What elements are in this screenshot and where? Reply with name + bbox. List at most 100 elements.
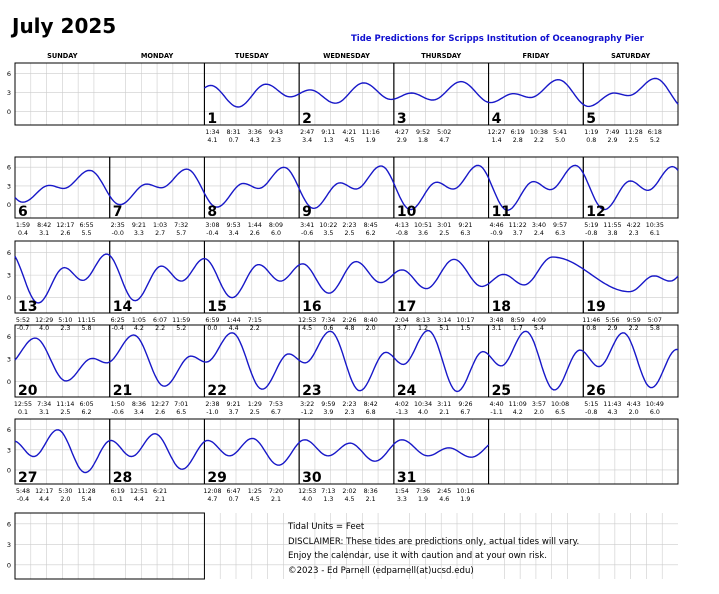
y-tick-label: 3 bbox=[7, 89, 11, 97]
tide-time-label: 12:55 bbox=[14, 401, 32, 408]
tide-height-label: 4.3 bbox=[607, 409, 617, 416]
tide-height-label: 4.1 bbox=[207, 137, 217, 144]
tide-time-label: 4:21 bbox=[342, 129, 356, 136]
tide-height-label: 6.1 bbox=[650, 230, 660, 237]
day-number: 5 bbox=[586, 111, 596, 127]
tide-height-label: -0.9 bbox=[490, 230, 502, 237]
empty-cell bbox=[488, 418, 679, 485]
tide-time-label: 9:59 bbox=[627, 317, 641, 324]
tide-time-label: 3:01 bbox=[437, 222, 451, 229]
tide-time-label: 6:59 bbox=[205, 317, 219, 324]
tide-height-label: 1.8 bbox=[418, 137, 428, 144]
tide-time-label: 12:17 bbox=[56, 222, 74, 229]
tide-height-label: 3.6 bbox=[418, 230, 428, 237]
weekday-header: TUESDAY bbox=[235, 52, 269, 60]
tide-height-label: 6.2 bbox=[82, 409, 92, 416]
tide-time-label: 11:55 bbox=[603, 222, 621, 229]
tide-height-label: 1.5 bbox=[460, 325, 470, 332]
tide-height-label: 5.1 bbox=[439, 325, 449, 332]
tide-time-label: 8:36 bbox=[132, 401, 146, 408]
y-tick-label: 6 bbox=[7, 426, 11, 434]
tide-height-label: 0.7 bbox=[229, 496, 239, 503]
tide-time-label: 11:28 bbox=[77, 488, 95, 495]
tide-height-label: 3.4 bbox=[229, 230, 239, 237]
tide-height-label: 3.1 bbox=[39, 409, 49, 416]
tide-height-label: 1.9 bbox=[460, 496, 470, 503]
day-number: 12 bbox=[586, 204, 605, 220]
tide-time-label: 8:09 bbox=[269, 222, 283, 229]
y-tick-label: 6 bbox=[7, 520, 11, 528]
tide-height-label: 0.0 bbox=[207, 325, 217, 332]
day-number: 8 bbox=[207, 204, 217, 220]
tide-height-label: 4.0 bbox=[39, 325, 49, 332]
tide-time-label: 4:46 bbox=[490, 222, 504, 229]
tide-height-label: 4.5 bbox=[344, 137, 354, 144]
tide-height-label: -0.4 bbox=[112, 325, 124, 332]
empty-cell bbox=[14, 512, 205, 580]
tide-time-label: 4:22 bbox=[627, 222, 641, 229]
tide-height-label: 2.5 bbox=[344, 230, 354, 237]
tide-height-label: -0.8 bbox=[585, 409, 597, 416]
caution-note: Enjoy the calendar, use it with caution … bbox=[288, 551, 547, 561]
day-number: 11 bbox=[492, 204, 511, 220]
tide-time-label: 4:13 bbox=[395, 222, 409, 229]
tide-height-label: 4.5 bbox=[302, 325, 312, 332]
tide-time-label: 5:48 bbox=[16, 488, 30, 495]
tide-time-label: 2:23 bbox=[342, 222, 356, 229]
tide-height-label: 1.7 bbox=[513, 325, 523, 332]
tide-height-label: 6.0 bbox=[271, 230, 281, 237]
tide-height-label: 6.0 bbox=[650, 409, 660, 416]
tide-height-label: 4.5 bbox=[250, 496, 260, 503]
tide-time-label: 7:34 bbox=[321, 317, 335, 324]
tide-height-label: 2.0 bbox=[534, 409, 544, 416]
day-number: 27 bbox=[18, 470, 37, 486]
tide-time-label: 1:54 bbox=[395, 488, 409, 495]
tide-time-label: 2:47 bbox=[300, 129, 314, 136]
tide-time-label: 5:56 bbox=[605, 317, 619, 324]
tide-height-label: -0.4 bbox=[17, 496, 29, 503]
tide-height-label: 4.0 bbox=[418, 409, 428, 416]
tide-height-label: 0.6 bbox=[323, 325, 333, 332]
tide-height-label: 2.6 bbox=[60, 230, 70, 237]
tide-height-label: 5.4 bbox=[534, 325, 544, 332]
page-title: July 2025 bbox=[12, 14, 117, 38]
tide-time-label: 6:21 bbox=[153, 488, 167, 495]
tide-height-label: 2.2 bbox=[155, 325, 165, 332]
tide-time-label: 5:02 bbox=[437, 129, 451, 136]
tide-time-label: 5:52 bbox=[16, 317, 30, 324]
tide-time-label: 2:38 bbox=[205, 401, 219, 408]
tide-time-label: 11:15 bbox=[77, 317, 95, 324]
tide-time-label: 7:34 bbox=[37, 401, 51, 408]
tide-time-label: 12:27 bbox=[487, 129, 505, 136]
tide-time-label: 5:30 bbox=[58, 488, 72, 495]
tide-time-label: 4:43 bbox=[627, 401, 641, 408]
day-cell bbox=[582, 62, 679, 126]
tide-height-label: 4.2 bbox=[134, 325, 144, 332]
tide-time-label: 11:59 bbox=[172, 317, 190, 324]
tide-time-label: 8:45 bbox=[364, 222, 378, 229]
tide-time-label: 11:16 bbox=[362, 129, 380, 136]
day-number: 16 bbox=[302, 299, 321, 315]
tide-time-label: 2:02 bbox=[342, 488, 356, 495]
tide-height-label: 2.4 bbox=[534, 230, 544, 237]
tide-height-label: 4.4 bbox=[134, 496, 144, 503]
tide-time-label: 5:15 bbox=[584, 401, 598, 408]
weekday-header: THURSDAY bbox=[421, 52, 461, 60]
tide-height-label: 2.1 bbox=[155, 496, 165, 503]
tide-time-label: 3:08 bbox=[205, 222, 219, 229]
tide-height-label: 3.9 bbox=[323, 409, 333, 416]
tide-height-label: -0.0 bbox=[112, 230, 124, 237]
tide-height-label: -0.7 bbox=[17, 325, 29, 332]
y-tick-label: 3 bbox=[7, 541, 11, 549]
tide-height-label: 4.8 bbox=[344, 325, 354, 332]
tide-height-label: 1.9 bbox=[366, 137, 376, 144]
y-tick-label: 0 bbox=[7, 466, 11, 474]
tide-height-label: 4.4 bbox=[39, 496, 49, 503]
tide-height-label: 0.4 bbox=[18, 230, 28, 237]
day-number: 31 bbox=[397, 470, 416, 486]
week-row: 0 3 6 bbox=[7, 418, 679, 485]
tide-height-label: 6.8 bbox=[366, 409, 376, 416]
tide-height-label: 3.1 bbox=[39, 230, 49, 237]
tide-time-label: 4:40 bbox=[490, 401, 504, 408]
day-number: 22 bbox=[207, 383, 226, 399]
